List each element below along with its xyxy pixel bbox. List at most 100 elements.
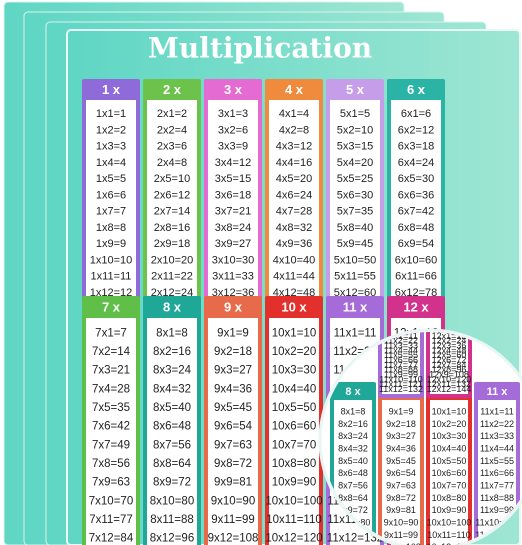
table-row: 12x6=72 <box>432 355 467 365</box>
table-row: 1x10=10 <box>90 254 133 266</box>
table-row: 8x3=24 <box>153 365 192 377</box>
table-row: 11x11=121 <box>379 379 422 389</box>
table-row: 9x11=99 <box>211 514 255 526</box>
table-row: 4x2=8 <box>279 124 309 136</box>
table-row: 10x11=110 <box>266 514 322 526</box>
table-row: 9x8=72 <box>386 493 416 503</box>
table-row: 8x2=16 <box>153 346 191 358</box>
table-body <box>269 318 319 545</box>
table-row: 8x1=8 <box>341 407 366 417</box>
table-row: 10x2=20 <box>432 419 467 429</box>
table-row: 7x6=42 <box>92 421 130 433</box>
table-row: 4x1=4 <box>279 108 309 120</box>
table-row: 11x4=44 <box>384 345 418 355</box>
table-header: 5 x <box>346 82 365 97</box>
table-row: 10x9=90 <box>432 505 467 515</box>
table-header: 11 x <box>343 299 368 314</box>
table-row: 4x3=12 <box>276 141 312 153</box>
table-row: 8x5=40 <box>338 456 368 466</box>
table-row: 7x11=77 <box>89 514 133 526</box>
table-row: 4x10=40 <box>273 254 316 266</box>
table-row: 8x7=56 <box>153 439 191 451</box>
table-row: 11x3=33 <box>384 340 418 350</box>
table-row: 9x11=99 <box>384 530 418 540</box>
table-row: 6x5=30 <box>398 173 434 185</box>
table-row: 1x3=3 <box>96 141 126 153</box>
table-row: 5x12=60 <box>334 287 377 299</box>
table-row: 5x5=25 <box>337 173 373 185</box>
table-row: 6x10=60 <box>395 254 438 266</box>
table-row: 4x4=16 <box>276 157 312 169</box>
table-row: 1x8=8 <box>96 222 126 234</box>
table-row: 3x5=15 <box>215 173 251 185</box>
title: Multiplication <box>148 32 372 65</box>
table-row: 11x2=22 <box>384 336 418 346</box>
table-header: 12 x <box>403 299 429 314</box>
table-row: 10x2=20 <box>272 346 316 358</box>
table-body <box>208 100 258 303</box>
table-row: 10x11=110 <box>427 530 470 540</box>
table-row: 6x1=6 <box>401 108 431 120</box>
table-row: 12x4=48 <box>432 345 467 355</box>
zoom-tables: 8 x 8x1=8 8x2=16 8x3=24 8x4=32 8x5=40 8x6=48 8x… <box>330 332 520 545</box>
table-row: 11x1=11 <box>480 407 513 417</box>
table-row: 10x3=30 <box>272 365 316 377</box>
table-row: 9x6=54 <box>386 468 416 478</box>
table-row: 8x7=56 <box>338 481 368 491</box>
table-row: 10x7=70 <box>432 481 467 491</box>
table-row: 5x11=55 <box>334 271 376 283</box>
table-row: 6x2=12 <box>398 124 434 136</box>
table-row: 9x10=90 <box>211 495 255 507</box>
table-row: 2x9=18 <box>154 238 190 250</box>
table-row: 7x4=28 <box>92 383 130 395</box>
table-row: 3x8=24 <box>215 222 251 234</box>
table-row: 12x8=96 <box>432 365 467 375</box>
table-row: 8x2=16 <box>338 419 368 429</box>
table-header: 9 x <box>224 299 243 314</box>
table-row: 6x4=24 <box>398 157 434 169</box>
table-body <box>430 332 468 394</box>
table-row: 11x2=22 <box>480 419 514 429</box>
table-row: 7x12=84 <box>89 533 134 545</box>
table-row: 5x8=40 <box>337 222 373 234</box>
table-row: 5x4=20 <box>337 157 373 169</box>
table-row: 10x7=70 <box>272 439 316 451</box>
table-header: 3 x <box>224 82 243 97</box>
table-row: 5x1=5 <box>340 108 370 120</box>
table-row: 9x3=27 <box>214 365 252 377</box>
table-body <box>382 400 420 545</box>
table-row: 4x8=32 <box>276 222 312 234</box>
table-row: 4x11=44 <box>273 271 315 283</box>
table-row: 10x3=30 <box>432 431 467 441</box>
table-row: 1x6=6 <box>96 189 126 201</box>
table-row: 1x7=7 <box>96 206 126 218</box>
table-body <box>382 332 420 394</box>
table-header: 2 x <box>163 82 182 97</box>
table-row: 1x4=4 <box>96 157 126 169</box>
table-body <box>86 318 136 545</box>
table-header: 11 x <box>487 386 509 398</box>
table-row: 9x7=63 <box>214 439 252 451</box>
table-row: 9x9=81 <box>214 477 252 489</box>
table-row: 5x2=10 <box>337 124 373 136</box>
table-row: 11x5=55 <box>480 456 514 466</box>
table-row: 11x8=88 <box>384 365 418 375</box>
table-row: 9x10=90 <box>384 518 419 528</box>
table-row: 4x9=36 <box>276 238 312 250</box>
table-row: 11x6=66 <box>384 355 418 365</box>
table-row: 10x5=50 <box>432 456 467 466</box>
table-body <box>330 100 380 303</box>
table-row: 11x6=66 <box>480 468 514 478</box>
table-row: 11x12=132 <box>327 533 383 545</box>
table-row: 8x4=32 <box>153 383 191 395</box>
table-body <box>147 318 197 545</box>
table-row: 1x2=2 <box>96 124 126 136</box>
table-row: 3x3=9 <box>218 141 248 153</box>
table-row: 6x12=78 <box>395 287 438 299</box>
table-row: 1x11=11 <box>91 271 132 283</box>
table-row: 2x4=8 <box>157 157 187 169</box>
table-row: 4x12=48 <box>273 287 316 299</box>
table-row: 3x7=21 <box>215 206 251 218</box>
table-row: 10x12=120 <box>265 533 322 545</box>
